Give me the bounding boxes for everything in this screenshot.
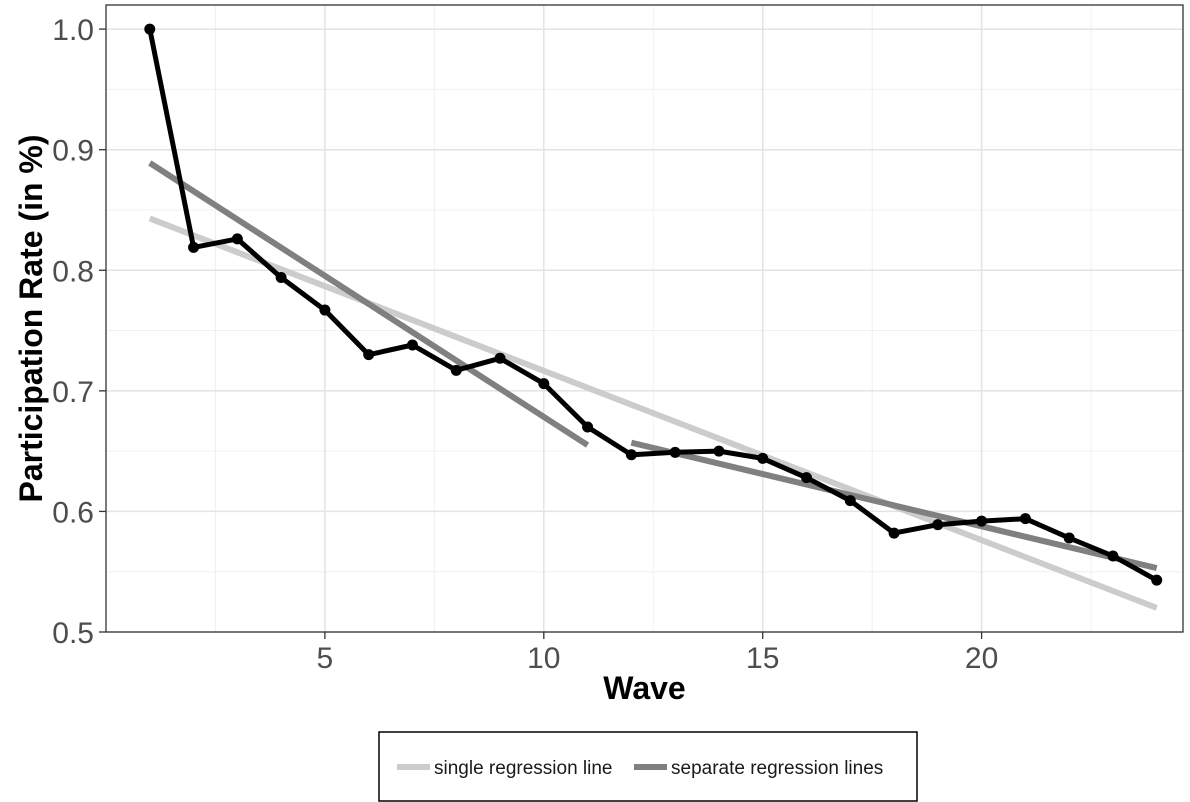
legend-label-separate-regression: separate regression lines: [671, 758, 883, 779]
observed-line: [147, 26, 1160, 583]
x-tick-label: 5: [317, 642, 334, 675]
grid-minor: [106, 5, 1183, 632]
observed-point: [582, 421, 594, 433]
x-tick-label: 15: [746, 642, 779, 675]
y-tick-label: 1.0: [52, 14, 94, 47]
y-tick-label: 0.6: [52, 496, 94, 529]
observed-point: [625, 449, 637, 461]
y-tick-label: 0.5: [52, 617, 94, 650]
legend-label-single-regression: single regression line: [434, 758, 613, 779]
observed-point: [932, 519, 944, 531]
single-regression-line: [148, 215, 1158, 611]
observed-point: [888, 527, 900, 539]
observed-point: [844, 495, 856, 507]
observed-point: [538, 378, 550, 390]
observed-point: [231, 233, 243, 245]
observed-point: [275, 272, 287, 284]
x-tick-label: 10: [527, 642, 560, 675]
observed-point: [406, 339, 418, 351]
y-tick-label: 0.8: [52, 255, 94, 288]
x-tick-labels: 5 10 15 20: [317, 642, 999, 675]
y-tick-label: 0.7: [52, 376, 94, 409]
observed-point: [450, 364, 462, 376]
y-axis-title: Participation Rate (in %): [13, 134, 49, 502]
observed-point: [800, 472, 812, 484]
separate-regression-line-2: [630, 439, 1158, 572]
observed-point: [1107, 550, 1119, 562]
observed-point: [1019, 513, 1031, 525]
legend: single regression line separate regressi…: [378, 731, 918, 802]
observed-point: [1063, 532, 1075, 544]
observed-point: [713, 445, 725, 457]
y-tick-label: 0.9: [52, 135, 94, 168]
axis-ticks: [99, 28, 983, 639]
observed-point: [494, 352, 506, 364]
observed-point: [1151, 574, 1163, 586]
plot-points: [144, 23, 1163, 586]
observed-point: [144, 23, 156, 35]
panel-border: [105, 4, 1184, 633]
observed-point: [319, 304, 331, 316]
plot-lines: [147, 26, 1160, 611]
x-axis-title: Wave: [603, 670, 685, 706]
observed-point: [976, 515, 988, 527]
separate-regression-line-1: [148, 160, 590, 448]
x-tick-label: 20: [965, 642, 998, 675]
observed-point: [757, 452, 769, 464]
observed-point: [669, 446, 681, 458]
y-tick-labels: 0.5 0.6 0.7 0.8 0.9 1.0: [52, 14, 94, 650]
observed-point: [188, 241, 200, 253]
observed-point: [363, 349, 375, 361]
